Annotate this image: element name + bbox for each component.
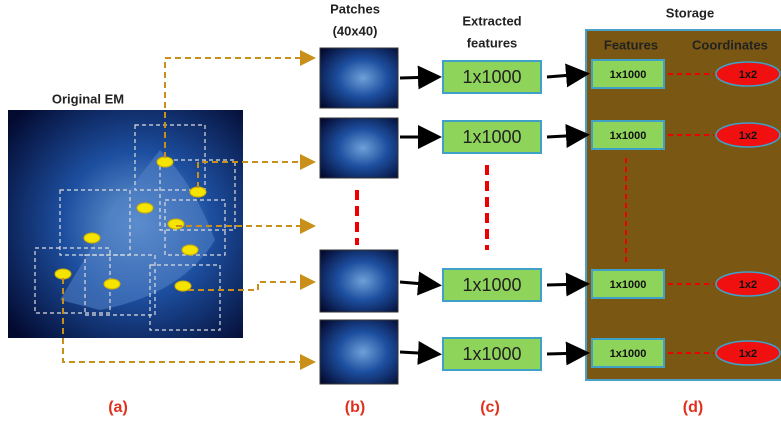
patch-image [320,118,398,178]
feature-label: 1x1000 [462,67,521,87]
feature-label: 1x1000 [462,344,521,364]
arrow [547,74,584,77]
panel-label: (c) [480,399,500,416]
arrow [547,284,584,285]
column-header: Features [604,37,658,52]
panel-label: (a) [108,399,128,416]
column-header: Coordinates [692,37,768,52]
panel-title: Storage [666,5,714,20]
stored-feature-label: 1x1000 [610,279,647,291]
patch-image [320,250,398,312]
diagram: Original EM (a) Patches (40x40) (b) Extr… [0,0,781,424]
arrow [547,135,584,137]
arrow [400,352,436,354]
arrow [400,77,436,78]
panel-title: (40x40) [333,23,378,38]
panel-label: (d) [683,399,703,416]
stored-feature-label: 1x1000 [610,69,647,81]
coordinate-label: 1x2 [739,279,757,291]
coordinate-label: 1x2 [739,130,757,142]
panel-label: (b) [345,399,365,416]
feature-label: 1x1000 [462,275,521,295]
patch-image [320,320,398,384]
coordinate-label: 1x2 [739,348,757,360]
stored-feature-label: 1x1000 [610,348,647,360]
panel-title: Original EM [52,91,124,106]
arrow [547,353,584,354]
panel-title: Patches [330,1,380,16]
feature-label: 1x1000 [462,127,521,147]
patch-image [320,48,398,108]
panel-title: Extracted [462,13,521,28]
arrow [400,282,436,285]
stored-feature-label: 1x1000 [610,130,647,142]
coordinate-label: 1x2 [739,69,757,81]
panel-title: features [467,35,518,50]
